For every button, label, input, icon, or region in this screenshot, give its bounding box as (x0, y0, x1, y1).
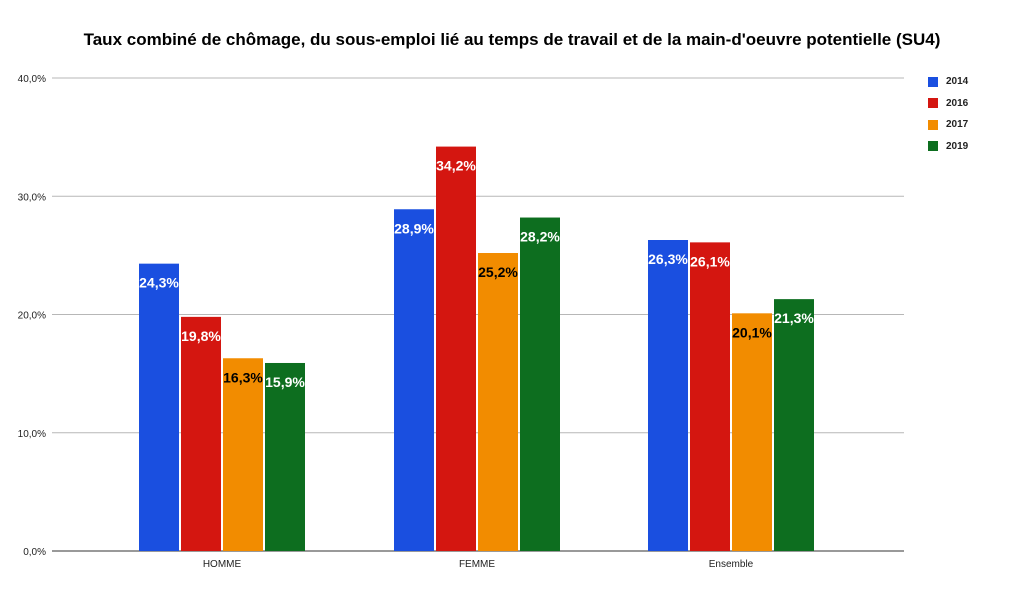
bar-2016-ensemble (690, 242, 730, 551)
legend-label-2019: 2019 (946, 140, 969, 152)
y-tick-label: 20,0% (18, 311, 46, 322)
data-label: 26,3% (648, 251, 688, 267)
data-label: 20,1% (732, 324, 772, 340)
legend: 2014 2016 2017 2019 (928, 71, 968, 157)
legend-swatch-2017 (928, 119, 938, 130)
data-label: 24,3% (139, 275, 179, 291)
data-label: 21,3% (774, 310, 814, 326)
legend-label-2017: 2017 (946, 119, 969, 131)
bar-2014-ensemble (648, 240, 688, 551)
bar-2016-femme (436, 146, 476, 551)
data-label: 15,9% (265, 374, 305, 390)
bar-2017-homme (223, 358, 263, 551)
data-label: 34,2% (436, 158, 476, 174)
bar-2017-femme (478, 253, 518, 551)
data-label: 26,1% (690, 253, 730, 269)
legend-label-2016: 2016 (946, 97, 969, 109)
legend-item-2019: 2019 (928, 136, 968, 158)
y-tick-label: 0,0% (23, 547, 46, 558)
data-label: 16,3% (223, 369, 263, 385)
chart-title: Taux combiné de chômage, du sous-emploi … (83, 30, 941, 49)
data-label: 28,9% (394, 220, 434, 236)
y-tick-label: 40,0% (18, 74, 46, 85)
data-label: 28,2% (520, 229, 560, 245)
bar-2014-homme (139, 263, 179, 551)
bar-2019-homme (265, 362, 305, 551)
legend-label-2014: 2014 (946, 76, 969, 88)
legend-swatch-2014 (928, 76, 938, 87)
data-label: 19,8% (181, 328, 221, 344)
legend-item-2017: 2017 (928, 114, 968, 136)
legend-item-2014: 2014 (928, 71, 968, 93)
bar-2019-ensemble (774, 299, 814, 551)
x-tick-label: Ensemble (709, 559, 754, 570)
y-tick-label: 10,0% (18, 429, 46, 440)
legend-swatch-2019 (928, 141, 938, 152)
bar-2014-femme (394, 209, 434, 551)
legend-item-2016: 2016 (928, 93, 968, 115)
bar-2017-ensemble (732, 313, 772, 551)
x-tick-label: HOMME (203, 559, 242, 570)
legend-swatch-2016 (928, 98, 938, 109)
x-tick-label: FEMME (459, 559, 495, 570)
y-tick-label: 30,0% (18, 192, 46, 203)
data-label: 25,2% (478, 264, 518, 280)
bar-2019-femme (520, 217, 560, 551)
bar-2016-homme (181, 316, 221, 551)
